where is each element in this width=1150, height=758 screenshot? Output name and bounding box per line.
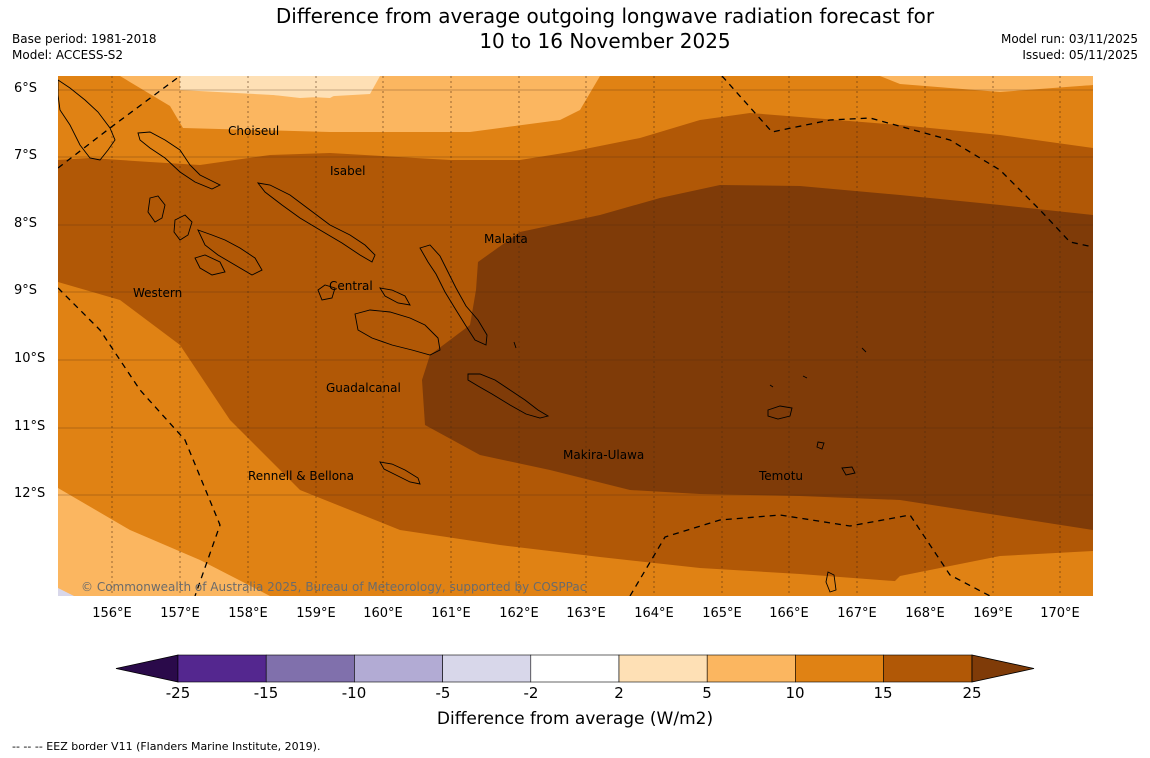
colorbar-tick: 15 <box>873 684 893 702</box>
anomaly-field <box>58 76 1093 596</box>
lat-label: 10°S <box>14 351 46 366</box>
region-label-malaita: Malaita <box>484 232 528 246</box>
lon-label: 159°E <box>296 606 336 621</box>
eez-border <box>58 76 1093 596</box>
meridians <box>111 76 1061 596</box>
lon-label: 169°E <box>973 606 1013 621</box>
colorbar-tick: -2 <box>523 684 539 702</box>
colorbar-segment <box>618 654 708 683</box>
lon-label: 165°E <box>702 606 742 621</box>
lon-label: 168°E <box>905 606 945 621</box>
region-label-makira-ulawa: Makira-Ulawa <box>563 448 645 462</box>
colorbar-segment <box>706 654 796 683</box>
lon-label: 156°E <box>92 606 132 621</box>
bougainville-island <box>58 79 116 161</box>
lon-label: 166°E <box>769 606 809 621</box>
lon-label: 157°E <box>160 606 200 621</box>
copyright-notice: © Commonwealth of Australia 2025, Bureau… <box>81 580 587 594</box>
colorbar-tick: 2 <box>614 684 624 702</box>
colorbar-segment <box>530 654 620 683</box>
colorbar-tick: -5 <box>435 684 451 702</box>
lon-label: 170°E <box>1040 606 1080 621</box>
region-label-isabel: Isabel <box>330 164 366 178</box>
colorbar-segments <box>177 654 973 683</box>
lat-label: 6°S <box>14 81 38 96</box>
lat-label: 7°S <box>14 148 38 163</box>
title-line-1: Difference from average outgoing longwav… <box>275 4 935 28</box>
region-label-rennell-bellona: Rennell & Bellona <box>248 469 355 483</box>
colorbar-right-arrow <box>971 654 1035 683</box>
colorbar-left-arrow <box>115 654 179 683</box>
meta-right: Model run: 03/11/2025 Issued: 05/11/2025 <box>1001 31 1138 63</box>
region-label-temotu: Temotu <box>759 469 804 483</box>
model-run: Model run: 03/11/2025 <box>1000 32 1138 46</box>
colorbar-tick: -10 <box>341 684 367 702</box>
lon-label: 163°E <box>566 606 606 621</box>
graticule <box>58 89 1093 496</box>
guadalcanal-island <box>354 309 441 356</box>
colorbar-label: Difference from average (W/m2) <box>436 709 714 729</box>
colorbar-tick: -15 <box>253 684 279 702</box>
lon-label: 162°E <box>499 606 539 621</box>
new-georgia-islands <box>147 195 263 276</box>
colorbar-tick: 5 <box>702 684 712 702</box>
colorbar-segment <box>354 654 443 683</box>
lon-label: 161°E <box>431 606 471 621</box>
region-label-central: Central <box>329 279 373 293</box>
eez-legend-note: -- -- -- EEZ border V11 (Flanders Marine… <box>12 740 321 753</box>
colorbar-segment <box>442 654 532 683</box>
rennell-island <box>379 461 421 485</box>
region-label-choiseul: Choiseul <box>228 124 280 138</box>
lat-label: 9°S <box>14 283 38 298</box>
model-name: Model: ACCESS-S2 <box>12 48 124 62</box>
region-label-guadalcanal: Guadalcanal <box>326 381 401 395</box>
lat-label: 12°S <box>14 486 46 501</box>
lon-label: 158°E <box>228 606 268 621</box>
colorbar-segment <box>883 654 973 683</box>
map-title: Difference from average outgoing longwav… <box>200 4 1010 54</box>
lon-label: 167°E <box>837 606 877 621</box>
issued-date: Issued: 05/11/2025 <box>1022 48 1138 62</box>
colorbar-tick: 10 <box>785 684 805 702</box>
lat-label: 11°S <box>14 419 46 434</box>
malaita-island <box>419 244 488 346</box>
colorbar-segment <box>265 654 355 683</box>
lon-label: 164°E <box>634 606 674 621</box>
colorbar-tick: -25 <box>165 684 191 702</box>
islands <box>58 79 867 593</box>
band-10-15-se <box>880 551 1093 596</box>
base-period: Base period: 1981-2018 <box>12 32 157 46</box>
choiseul-island <box>137 131 222 190</box>
band-5-10-ne <box>880 76 1093 90</box>
isabel-island <box>256 182 376 263</box>
title-line-2: 10 to 16 November 2025 <box>479 29 731 53</box>
colorbar-segment <box>177 654 267 683</box>
temotu-islands <box>513 341 867 593</box>
colorbar-segment <box>795 654 884 683</box>
meta-left: Base period: 1981-2018 Model: ACCESS-S2 <box>12 31 157 63</box>
lon-label: 160°E <box>363 606 403 621</box>
makira-island <box>467 373 550 419</box>
central-islands <box>317 284 411 306</box>
band-2-5-nw <box>180 76 380 98</box>
band-lowneg-corner <box>58 588 74 596</box>
colorbar-tick: 25 <box>962 684 982 702</box>
region-label-western: Western <box>133 286 183 300</box>
lat-label: 8°S <box>14 216 38 231</box>
